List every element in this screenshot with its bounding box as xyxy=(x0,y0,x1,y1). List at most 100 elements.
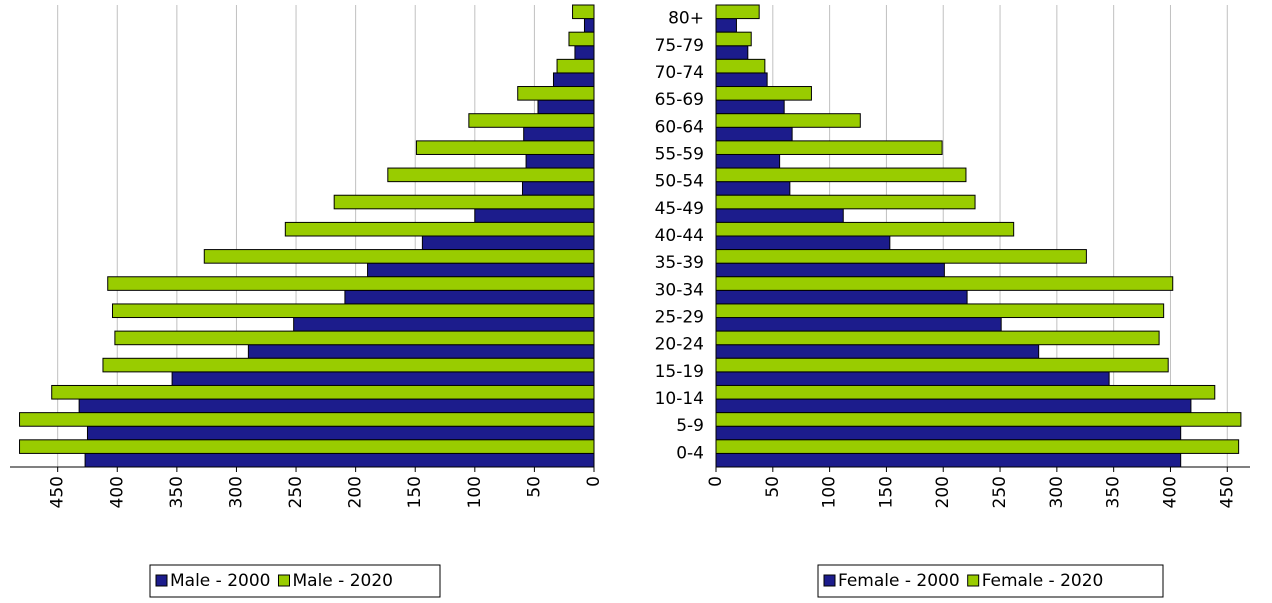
bar xyxy=(715,58,766,74)
legend-label: Male - 2000 xyxy=(170,571,270,591)
y-tick-label: 5-9 xyxy=(676,416,704,436)
x-tick-label: 350 xyxy=(167,476,187,508)
bar xyxy=(84,452,595,468)
y-tick-label: 30-34 xyxy=(655,280,704,300)
x-tick-label: 300 xyxy=(226,476,246,508)
bar xyxy=(111,303,595,319)
y-tick-label: 50-54 xyxy=(655,172,704,192)
bar xyxy=(421,235,595,251)
legend-label: Female - 2000 xyxy=(838,571,960,591)
x-tick-label: 100 xyxy=(820,476,840,508)
x-tick-label: 250 xyxy=(286,476,306,508)
y-tick-label: 0-4 xyxy=(676,443,704,463)
bar xyxy=(715,4,760,20)
y-tick-label: 20-24 xyxy=(655,335,704,355)
bar xyxy=(715,452,1182,468)
bar xyxy=(715,99,785,115)
bar xyxy=(523,126,595,142)
bar xyxy=(51,384,595,400)
y-tick-label: 75-79 xyxy=(655,36,704,56)
bar xyxy=(715,344,1040,359)
y-tick-label: 15-19 xyxy=(655,362,704,382)
x-tick-label: 50 xyxy=(524,476,544,498)
legend-swatch xyxy=(155,574,168,587)
bar xyxy=(468,113,595,128)
bar xyxy=(572,4,595,20)
bar xyxy=(715,86,812,101)
y-tick-label: 35-39 xyxy=(655,253,704,273)
bar xyxy=(556,58,595,74)
x-tick-label: 350 xyxy=(1104,476,1124,508)
bar xyxy=(715,425,1182,441)
bar xyxy=(715,289,968,305)
legend-swatch xyxy=(823,574,836,587)
bar xyxy=(715,262,945,278)
bar xyxy=(715,398,1192,414)
bar xyxy=(86,425,595,441)
bar xyxy=(284,221,595,237)
bar xyxy=(715,140,943,155)
bar xyxy=(102,357,595,373)
bar xyxy=(387,167,595,183)
bar xyxy=(367,262,595,278)
legend-label: Male - 2020 xyxy=(292,571,392,591)
bar xyxy=(715,72,768,88)
bar xyxy=(517,86,595,101)
y-tick-label: 40-44 xyxy=(655,226,704,246)
y-tick-label: 80+ xyxy=(668,9,704,29)
y-tick-label: 10-14 xyxy=(655,389,704,409)
bar xyxy=(715,249,1087,264)
bar xyxy=(715,208,844,223)
x-tick-label: 200 xyxy=(346,476,366,508)
bar xyxy=(715,276,1174,291)
x-tick-label: 300 xyxy=(1047,476,1067,508)
legend-label: Female - 2020 xyxy=(982,571,1104,591)
y-tick-label: 65-69 xyxy=(655,90,704,110)
x-tick-label: 100 xyxy=(465,476,485,508)
y-tick-label: 55-59 xyxy=(655,144,704,164)
legend-box xyxy=(149,564,441,598)
bar xyxy=(574,45,595,60)
bar xyxy=(333,194,595,210)
x-tick-label: 200 xyxy=(933,476,953,508)
bar xyxy=(715,357,1169,373)
bar xyxy=(537,99,595,115)
bar xyxy=(583,18,595,33)
legend-swatch xyxy=(277,574,290,587)
bar xyxy=(521,181,595,196)
y-tick-label: 45-49 xyxy=(655,199,704,219)
y-tick-label: 60-64 xyxy=(655,117,704,137)
x-tick-label: 400 xyxy=(1160,476,1180,508)
bar xyxy=(715,45,749,60)
x-tick-label: 0 xyxy=(584,476,604,487)
bar xyxy=(293,317,595,332)
bar xyxy=(247,344,595,359)
y-tick-label: 70-74 xyxy=(655,63,704,83)
bar xyxy=(715,235,891,251)
bar xyxy=(19,412,595,427)
bar xyxy=(715,330,1160,346)
legend-swatch xyxy=(967,574,980,587)
bar xyxy=(715,221,1015,237)
bar xyxy=(715,303,1165,319)
bar xyxy=(715,317,1002,332)
x-tick-label: 400 xyxy=(107,476,127,508)
x-tick-label: 250 xyxy=(990,476,1010,508)
bar xyxy=(715,371,1110,386)
bar xyxy=(715,194,976,210)
bar xyxy=(78,398,595,414)
y-tick-label: 25-29 xyxy=(655,308,704,328)
bar xyxy=(344,289,595,305)
bar xyxy=(474,208,595,223)
bar xyxy=(203,249,595,264)
x-tick-label: 50 xyxy=(763,476,783,498)
bar xyxy=(715,439,1240,454)
bar xyxy=(107,276,595,291)
bar xyxy=(568,31,595,47)
x-tick-label: 450 xyxy=(1217,476,1237,508)
bar xyxy=(715,31,752,47)
bar xyxy=(715,412,1242,427)
bar xyxy=(715,167,967,183)
x-tick-label: 150 xyxy=(876,476,896,508)
